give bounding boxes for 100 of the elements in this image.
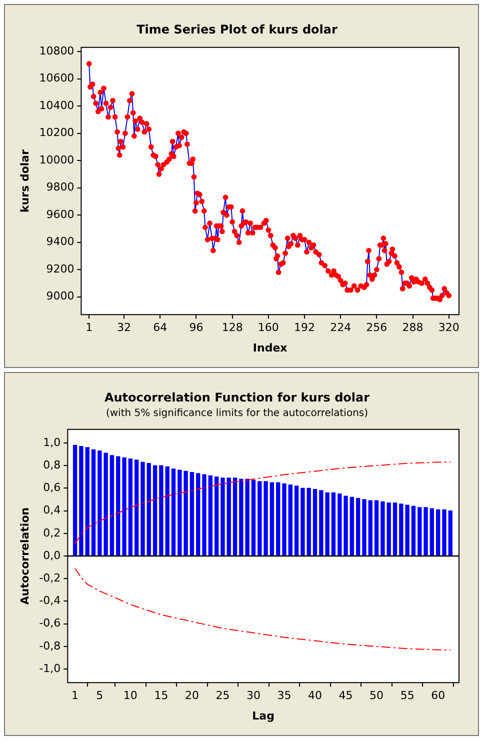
bar — [258, 481, 262, 556]
bar — [171, 468, 176, 556]
bar — [300, 488, 305, 556]
bar — [276, 482, 280, 556]
y-tick-label: 10200 — [39, 126, 74, 140]
x-tick-label: 15 — [154, 689, 168, 702]
bar — [442, 509, 446, 556]
bar — [368, 500, 372, 556]
y-tick-label: -0,4 — [39, 594, 61, 608]
bar — [245, 478, 250, 556]
bar — [232, 478, 238, 556]
bar — [165, 466, 170, 556]
x-tick-label: 30 — [246, 689, 260, 702]
line-series — [74, 568, 451, 650]
bar — [386, 502, 391, 556]
x-tick-label: 50 — [370, 689, 384, 702]
bar — [146, 462, 151, 556]
bar — [430, 508, 434, 556]
y-tick-label: 0,2 — [43, 526, 61, 540]
bar — [91, 449, 96, 556]
bar — [190, 472, 194, 556]
x-tick-label: 1 — [72, 689, 79, 702]
chart-title: Autocorrelation Function for kurs dolar — [104, 390, 370, 404]
bar — [312, 488, 318, 556]
x-tick-label: 60 — [431, 689, 446, 702]
x-tick-label: 288 — [402, 321, 424, 334]
bar — [214, 476, 219, 556]
y-tick-label: 0,8 — [43, 458, 61, 472]
x-tick-label: 256 — [366, 321, 388, 334]
y-axis-title: Autocorrelation — [18, 507, 32, 605]
x-tick-label: 192 — [294, 321, 315, 334]
bar — [362, 499, 366, 556]
x-axis-title: Index — [252, 341, 288, 354]
y-tick-label: 9800 — [46, 180, 74, 194]
bar — [418, 507, 422, 556]
bar — [338, 494, 342, 556]
y-tick-label: 0,4 — [43, 504, 61, 517]
x-tick-label: 20 — [184, 689, 199, 702]
bar — [356, 498, 360, 556]
bar — [392, 502, 398, 556]
y-tick-label: 9200 — [46, 262, 74, 276]
bar — [344, 496, 348, 556]
bar — [196, 473, 200, 556]
bar — [288, 484, 292, 556]
bar — [448, 510, 452, 556]
bar — [104, 452, 108, 556]
x-tick-label: 32 — [117, 321, 132, 334]
x-tick-label: 10 — [123, 689, 138, 702]
y-tick-label: 9600 — [46, 208, 74, 221]
chart-title: Time Series Plot of kurs dolar — [136, 22, 338, 36]
y-tick-label: 10400 — [39, 98, 74, 112]
bar — [72, 444, 78, 556]
bar — [380, 501, 385, 556]
bar — [226, 478, 231, 556]
bar — [424, 507, 428, 556]
bar — [306, 488, 311, 556]
y-tick-label: 9400 — [46, 235, 74, 248]
bar — [294, 486, 299, 556]
bar — [116, 456, 120, 556]
bar — [270, 482, 274, 556]
x-tick-label: 64 — [153, 321, 168, 334]
bar — [85, 447, 90, 556]
x-tick-label: 5 — [96, 689, 104, 702]
bar — [208, 475, 212, 556]
x-tick-label: 128 — [222, 321, 243, 334]
bar — [405, 504, 410, 556]
bar — [152, 465, 158, 556]
chart-subtitle: (with 5% significance limits for the autocorrelations) — [106, 408, 368, 419]
x-tick-label: 160 — [258, 321, 279, 334]
y-tick-label: -0,2 — [39, 571, 61, 584]
line-series — [74, 462, 451, 544]
bar — [178, 470, 182, 556]
bar — [128, 458, 133, 556]
bar — [411, 506, 416, 556]
bar — [436, 509, 440, 556]
bar — [202, 474, 206, 556]
bar — [134, 460, 139, 556]
x-tick-label: 1 — [86, 321, 93, 334]
bar — [79, 446, 84, 556]
y-axis-title: kurs dolar — [18, 148, 32, 212]
bar — [98, 450, 102, 556]
bar — [374, 500, 379, 556]
bar — [140, 462, 145, 556]
y-tick-label: 0,0 — [43, 548, 61, 562]
x-tick-label: 320 — [438, 321, 460, 334]
y-tick-label: 10000 — [39, 153, 74, 166]
x-tick-label: 45 — [338, 689, 353, 702]
bar — [350, 496, 354, 556]
x-tick-label: 224 — [330, 321, 352, 334]
x-tick-label: 55 — [400, 689, 414, 702]
x-axis-title: Lag — [252, 709, 274, 722]
bar — [110, 455, 114, 556]
y-tick-label: 1,0 — [43, 436, 61, 449]
bar — [264, 481, 268, 556]
y-tick-label: 10600 — [39, 72, 74, 85]
bar — [251, 480, 256, 556]
bar — [399, 504, 404, 556]
y-tick-label: -0,8 — [39, 639, 61, 652]
y-tick-label: 0,6 — [43, 481, 61, 494]
bar — [282, 483, 286, 556]
